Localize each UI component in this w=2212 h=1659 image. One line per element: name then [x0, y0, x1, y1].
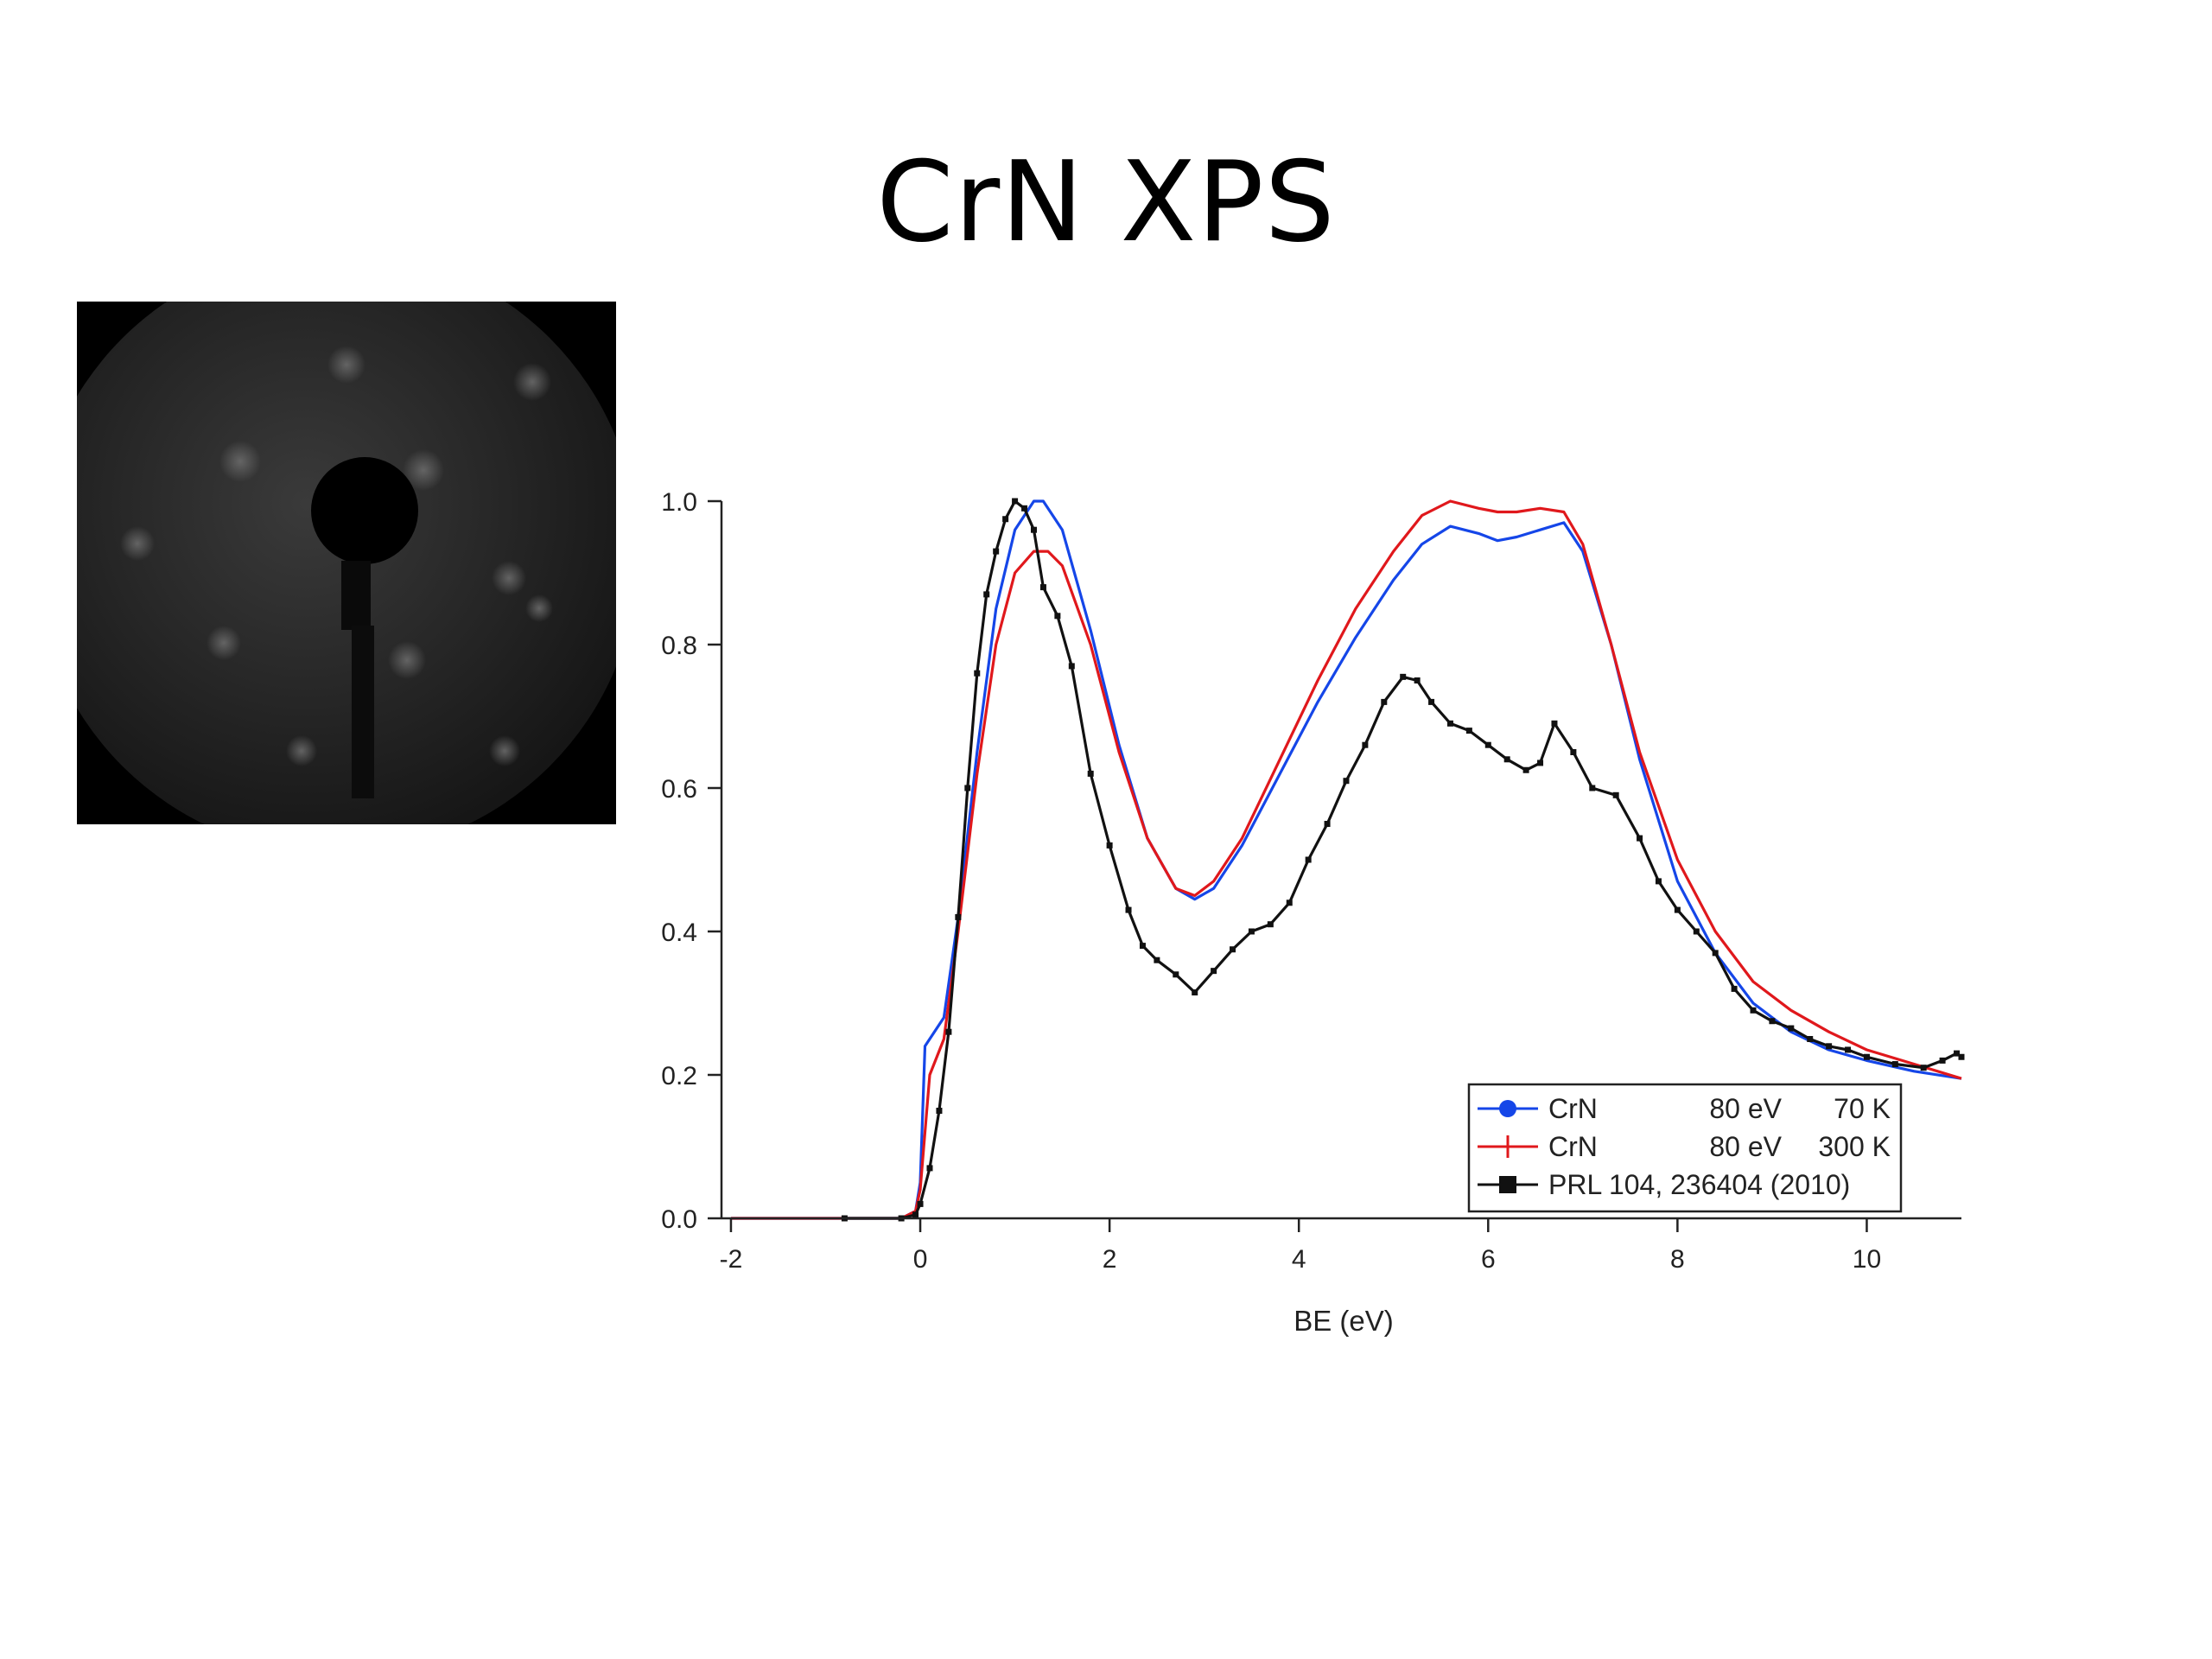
- prl-data-point: [1939, 1057, 1946, 1064]
- prl-data-point: [1712, 950, 1719, 957]
- prl-data-point: [1139, 943, 1146, 950]
- legend-square-marker: [1499, 1176, 1516, 1193]
- prl-data-point: [1807, 1036, 1814, 1042]
- prl-data-point: [1428, 698, 1435, 705]
- prl-data-point: [1863, 1053, 1870, 1060]
- prl-data-point: [1414, 677, 1421, 683]
- prl-data-point: [1381, 698, 1388, 705]
- y-tick-label: 0.8: [661, 632, 697, 660]
- x-tick-label: 2: [1103, 1245, 1117, 1274]
- x-tick-label: 4: [1292, 1245, 1306, 1274]
- prl-data-point: [1305, 856, 1312, 863]
- legend: CrN 80 eV 70 K CrN 80 eV 300 K PRL 104, 236404…: [1467, 1083, 1903, 1213]
- x-tick-label: -2: [720, 1245, 743, 1274]
- prl-data-point: [1021, 505, 1028, 512]
- prl-data-point: [993, 548, 1000, 555]
- x-axis-label: BE (eV): [1294, 1305, 1394, 1337]
- prl-data-point: [1192, 989, 1198, 996]
- leed-pattern-image: [77, 302, 616, 824]
- prl-data-point: [1891, 1061, 1898, 1068]
- prl-data-point: [1522, 766, 1529, 773]
- prl-data-point: [1343, 778, 1350, 785]
- prl-data-point: [1484, 741, 1491, 748]
- prl-data-point: [1324, 821, 1331, 827]
- prl-data-point: [1068, 663, 1075, 670]
- prl-data-point: [1267, 921, 1274, 928]
- slide-title: CrN XPS: [876, 138, 1336, 267]
- prl-data-point: [1826, 1043, 1833, 1050]
- prl-data-point: [1154, 957, 1160, 963]
- legend-series-name: CrN: [1548, 1093, 1598, 1124]
- prl-data-point: [1125, 906, 1132, 913]
- prl-data-point: [1920, 1065, 1927, 1071]
- prl-data-point: [1446, 720, 1453, 727]
- y-tick-label: 1.0: [661, 488, 697, 517]
- legend-box: [1467, 1083, 1903, 1213]
- x-tick-label: 10: [1853, 1245, 1881, 1274]
- prl-data-point: [1002, 516, 1009, 523]
- prl-data-point: [1230, 946, 1236, 953]
- prl-data-point: [1286, 899, 1293, 906]
- prl-data-point: [974, 670, 981, 677]
- prl-data-point: [1731, 985, 1738, 992]
- prl-data-point: [1693, 928, 1700, 935]
- prl-data-point: [1054, 613, 1061, 620]
- legend-series-name: PRL 104, 236404 (2010): [1548, 1169, 1850, 1200]
- prl-data-point: [1087, 770, 1094, 777]
- prl-data-point: [1173, 971, 1179, 978]
- prl-data-point: [955, 913, 962, 920]
- y-tick-label: 0.2: [661, 1062, 697, 1090]
- legend-energy: 80 eV: [1709, 1093, 1782, 1124]
- prl-data-point: [1954, 1050, 1961, 1057]
- prl-data-point: [926, 1165, 933, 1172]
- legend-temperature: 300 K: [1818, 1131, 1891, 1162]
- legend-circle-marker: [1499, 1100, 1516, 1117]
- prl-data-point: [1788, 1025, 1795, 1032]
- prl-data-point: [1637, 835, 1643, 842]
- legend-temperature: 70 K: [1834, 1093, 1891, 1124]
- prl-data-point: [1612, 791, 1619, 798]
- prl-data-point: [1211, 968, 1217, 975]
- prl-data-point: [1362, 741, 1369, 748]
- prl-data-point: [1750, 1007, 1757, 1014]
- prl-data-point: [1589, 785, 1596, 791]
- y-tick-label: 0.6: [661, 775, 697, 804]
- x-tick-label: 0: [913, 1245, 928, 1274]
- prl-data-point: [1030, 526, 1037, 533]
- series-crn-300k-line: [731, 499, 1962, 1220]
- prl-data-point: [1674, 906, 1681, 913]
- prl-data-point: [936, 1108, 943, 1114]
- x-tick-label: 8: [1670, 1245, 1685, 1274]
- prl-data-point: [1845, 1046, 1852, 1053]
- y-tick-label: 0.0: [661, 1205, 697, 1234]
- prl-data-point: [1039, 584, 1046, 591]
- prl-data-point: [964, 785, 971, 791]
- legend-energy: 80 eV: [1709, 1131, 1782, 1162]
- prl-data-point: [917, 1200, 924, 1207]
- series-crn-70k-line: [731, 499, 1962, 1220]
- y-tick-label: 0.4: [661, 918, 697, 947]
- prl-data-point: [1106, 842, 1113, 849]
- x-tick-label: 6: [1481, 1245, 1496, 1274]
- prl-data-point: [983, 591, 990, 598]
- prl-data-point: [1655, 878, 1662, 885]
- prl-data-point: [1465, 728, 1472, 734]
- prl-data-point: [1570, 749, 1577, 755]
- prl-data-point: [1503, 756, 1510, 763]
- prl-data-point: [945, 1028, 952, 1035]
- legend-series-name: CrN: [1548, 1131, 1598, 1162]
- prl-data-point: [1248, 928, 1255, 935]
- prl-data-point: [1400, 673, 1407, 680]
- prl-data-point: [1769, 1018, 1776, 1025]
- prl-data-point: [1012, 498, 1019, 505]
- prl-data-point: [1537, 760, 1544, 766]
- prl-data-point: [1551, 720, 1558, 727]
- prl-data-point: [1958, 1053, 1965, 1060]
- prl-data-point: [912, 1211, 919, 1218]
